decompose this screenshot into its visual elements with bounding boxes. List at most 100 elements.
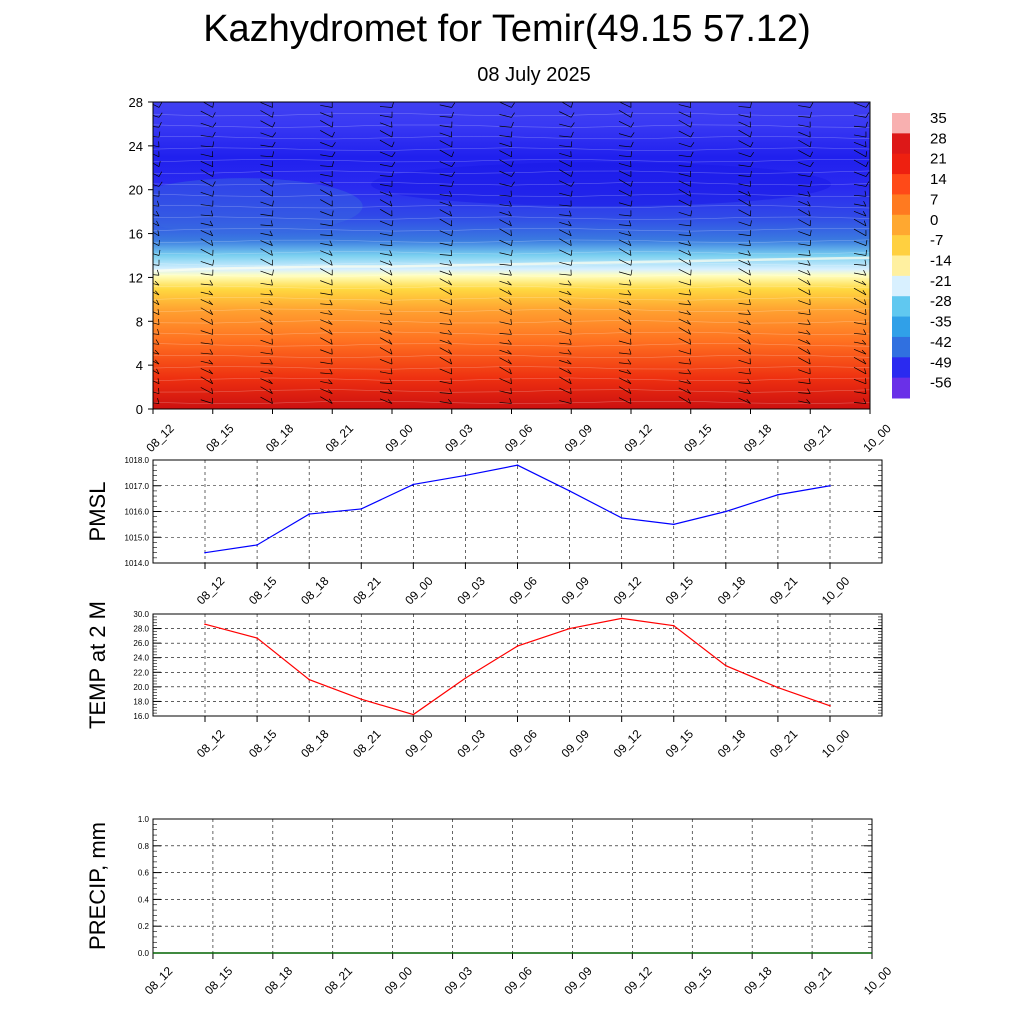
upper-cold-core (371, 162, 832, 207)
wind-barb-flag (320, 165, 333, 168)
wind-barb-shaft (570, 141, 573, 147)
wind-barb-flag (738, 321, 751, 325)
wind-barb-shaft (509, 299, 512, 305)
wind-barb-flag (499, 342, 512, 345)
wind-barb-flag (618, 340, 632, 345)
wind-barb-shaft (331, 121, 334, 128)
wind-barb-shaft (570, 102, 574, 108)
wind-barb-flag (678, 165, 691, 168)
wind-barb-flag (678, 327, 691, 335)
wind-barb-flag (559, 290, 572, 296)
wind-barb-flag (153, 352, 160, 355)
wind-barb-flag (439, 132, 452, 138)
wind-barb-flag (559, 249, 572, 256)
wind-barb-shaft (268, 379, 273, 385)
wind-barb-flag (618, 308, 632, 316)
wind-barb-shaft (807, 388, 811, 394)
wind-barb-flag (200, 153, 213, 158)
wind-barb-flag (439, 381, 452, 385)
wind-barb-flag (853, 194, 867, 197)
wind-barb-shaft (507, 359, 512, 365)
wind-barb-flag (678, 337, 691, 345)
wind-barb-flag (320, 337, 333, 345)
wind-barb-shaft (389, 200, 393, 207)
colorbar-segment (892, 153, 910, 175)
pmsl-chart-data-point (204, 551, 206, 554)
wind-barb-flag (618, 239, 632, 246)
wind-barb-flag (798, 124, 811, 128)
wind-barb-shaft (630, 111, 633, 118)
temp2m-chart-y-tick-label: 30.0 (133, 610, 149, 619)
wind-barb-flag (618, 145, 632, 148)
wind-barb-shaft (390, 279, 393, 286)
pmsl-chart-x-tick-label: 09_12 (611, 574, 645, 608)
wind-barb-shaft (862, 339, 867, 345)
wind-barb-shaft (330, 259, 333, 266)
wind-barb-flag (439, 194, 452, 197)
wind-barb-flag (853, 333, 867, 335)
wind-barb-shaft (862, 210, 867, 217)
wind-barb-flag (853, 366, 867, 375)
wind-barb-shaft (449, 388, 453, 394)
wind-barb-flag (200, 169, 213, 177)
wind-barb-shaft (748, 269, 751, 276)
wind-barb-flag (499, 228, 512, 237)
wind-barb-flag (260, 163, 273, 168)
wind-barb-shaft (158, 102, 163, 108)
wind-barb-flag (260, 317, 273, 325)
wind-barb-shaft (627, 359, 632, 365)
wind-barb-shaft (690, 121, 693, 128)
temp2m-chart-x-tick-label: 08_15 (246, 727, 280, 761)
wind-barb-flag (678, 104, 691, 108)
wind-barb-shaft (629, 328, 632, 335)
wind-barb-flag (738, 209, 751, 217)
wind-barb-shaft (688, 230, 692, 236)
wind-barb-shaft (570, 181, 575, 187)
temperature-contour (153, 297, 870, 301)
wind-barb-flag (798, 162, 811, 168)
wind-barb-flag (559, 367, 572, 375)
wind-barb-shaft (212, 141, 215, 148)
wind-barb-flag (320, 312, 333, 316)
wind-barb-shaft (449, 210, 453, 217)
wind-barb-flag (853, 149, 867, 158)
wind-barb-flag (379, 358, 393, 365)
wind-barb-shaft (209, 309, 214, 315)
wind-barb-shaft (330, 289, 333, 296)
wind-barb-shaft (864, 388, 867, 394)
wind-barb-shaft (626, 300, 632, 306)
wind-barb-shaft (570, 249, 573, 256)
colorbar-label: 14 (930, 171, 947, 188)
wind-barb-shaft (629, 397, 632, 404)
wind-barb-flag (200, 238, 213, 246)
wind-barb-shaft (508, 220, 512, 227)
wind-barb-shaft (629, 279, 632, 286)
wind-barb-shaft (450, 249, 453, 256)
wind-barb-flag (853, 171, 867, 177)
wind-barb-shaft (158, 181, 163, 187)
wind-barb-shaft (511, 112, 515, 118)
wind-barb-shaft (750, 131, 752, 138)
temp2m-chart-x-tick-label: 08_18 (298, 727, 332, 761)
wind-barb-shaft (329, 299, 333, 305)
wind-barb-shaft (808, 378, 811, 384)
heatmap-y-tick-label: 12 (129, 270, 143, 285)
wind-barb-flag (260, 110, 273, 118)
wind-barb-flag (678, 249, 691, 256)
wind-barb-flag (153, 184, 160, 187)
wind-barb-flag (439, 287, 452, 296)
wind-barb-flag (379, 199, 393, 207)
wind-barb-shaft (865, 240, 868, 246)
wind-barb-flag (153, 136, 160, 138)
wind-barb-flag (738, 140, 751, 148)
wind-barb-flag (439, 323, 452, 325)
wind-barb-flag (320, 234, 333, 237)
wind-barb-shaft (209, 230, 214, 236)
wind-barb-shaft (391, 141, 395, 148)
wind-barb-flag (379, 191, 393, 197)
wind-barb-shaft (158, 131, 161, 138)
wind-barb-shaft (690, 142, 695, 148)
wind-barb-flag (260, 282, 273, 286)
wind-barb-flag (618, 370, 632, 375)
wind-barb-flag (738, 290, 751, 296)
